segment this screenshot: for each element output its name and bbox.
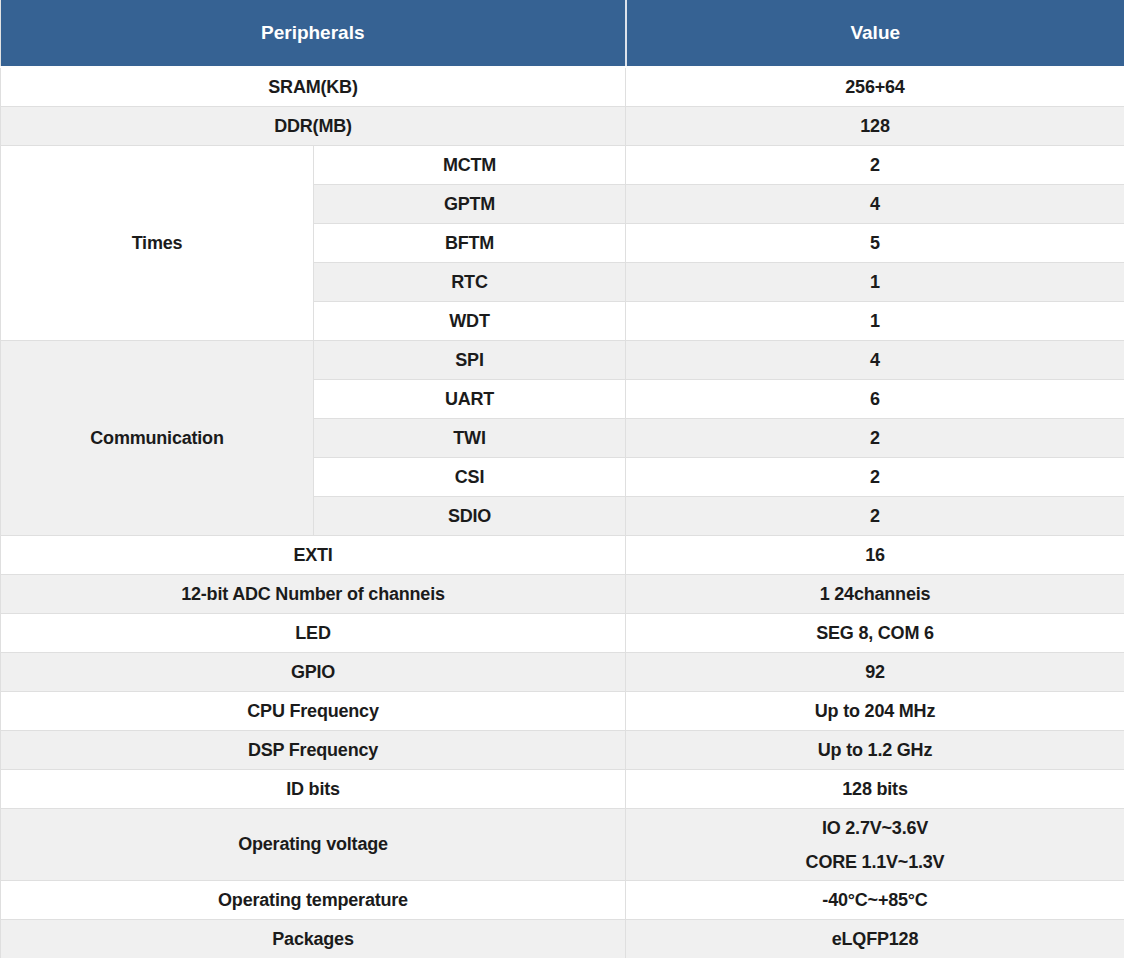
page: Peripherals Value SRAM(KB) 256+64 DDR(MB… <box>0 0 1124 958</box>
row-value: 128 bits <box>626 770 1124 809</box>
row-label: RTC <box>314 263 626 302</box>
row-label: TWI <box>314 419 626 458</box>
row-value: 16 <box>626 536 1124 575</box>
row-value: 2 <box>626 458 1124 497</box>
row-label: ID bits <box>1 770 626 809</box>
table-row-packages: Packages eLQFP128 <box>1 920 1124 958</box>
row-value: 92 <box>626 653 1124 692</box>
row-value: 256+64 <box>626 67 1124 107</box>
row-label: GPIO <box>1 653 626 692</box>
table-row-adc: 12-bit ADC Number of channeis 1 24channe… <box>1 575 1124 614</box>
row-label: DSP Frequency <box>1 731 626 770</box>
group-label-times: Times <box>1 146 314 341</box>
row-value: 5 <box>626 224 1124 263</box>
table-row-cpu-frequency: CPU Frequency Up to 204 MHz <box>1 692 1124 731</box>
row-label: SRAM(KB) <box>1 67 626 107</box>
row-value: 2 <box>626 146 1124 185</box>
row-value: 1 <box>626 263 1124 302</box>
row-label: GPTM <box>314 185 626 224</box>
row-value: SEG 8, COM 6 <box>626 614 1124 653</box>
voltage-core-line: CORE 1.1V~1.3V <box>630 845 1120 879</box>
group-label-communication: Communication <box>1 341 314 536</box>
row-label: BFTM <box>314 224 626 263</box>
table-row-dsp-frequency: DSP Frequency Up to 1.2 GHz <box>1 731 1124 770</box>
peripherals-spec-table: Peripherals Value SRAM(KB) 256+64 DDR(MB… <box>0 0 1124 958</box>
row-label: CPU Frequency <box>1 692 626 731</box>
table-row-ddr: DDR(MB) 128 <box>1 107 1124 146</box>
row-label: MCTM <box>314 146 626 185</box>
row-label: CSI <box>314 458 626 497</box>
row-label: SDIO <box>314 497 626 536</box>
row-value: 2 <box>626 419 1124 458</box>
row-value: eLQFP128 <box>626 920 1124 958</box>
row-value: Up to 204 MHz <box>626 692 1124 731</box>
row-label: EXTI <box>1 536 626 575</box>
header-cell-peripherals: Peripherals <box>1 0 626 67</box>
row-label: WDT <box>314 302 626 341</box>
voltage-io-line: IO 2.7V~3.6V <box>630 811 1120 845</box>
table-row-id-bits: ID bits 128 bits <box>1 770 1124 809</box>
header-cell-value: Value <box>626 0 1124 67</box>
table-row-operating-voltage: Operating voltage IO 2.7V~3.6V CORE 1.1V… <box>1 809 1124 881</box>
row-label: UART <box>314 380 626 419</box>
row-label: LED <box>1 614 626 653</box>
row-value: 4 <box>626 185 1124 224</box>
row-value: 6 <box>626 380 1124 419</box>
row-label: DDR(MB) <box>1 107 626 146</box>
row-label: 12-bit ADC Number of channeis <box>1 575 626 614</box>
row-label: Packages <box>1 920 626 958</box>
row-label: Operating voltage <box>1 809 626 881</box>
table-row-mctm: Times MCTM 2 <box>1 146 1124 185</box>
row-value: -40°C~+85°C <box>626 881 1124 920</box>
table-row-exti: EXTI 16 <box>1 536 1124 575</box>
table-row-led: LED SEG 8, COM 6 <box>1 614 1124 653</box>
row-value: 2 <box>626 497 1124 536</box>
row-value: 4 <box>626 341 1124 380</box>
row-label: Operating temperature <box>1 881 626 920</box>
table-row-spi: Communication SPI 4 <box>1 341 1124 380</box>
row-value: IO 2.7V~3.6V CORE 1.1V~1.3V <box>626 809 1124 881</box>
table-row-sram: SRAM(KB) 256+64 <box>1 67 1124 107</box>
row-value: 128 <box>626 107 1124 146</box>
row-value: 1 24channeis <box>626 575 1124 614</box>
table-header-row: Peripherals Value <box>1 0 1124 67</box>
table-row-gpio: GPIO 92 <box>1 653 1124 692</box>
row-value: Up to 1.2 GHz <box>626 731 1124 770</box>
table-row-operating-temperature: Operating temperature -40°C~+85°C <box>1 881 1124 920</box>
row-value: 1 <box>626 302 1124 341</box>
row-label: SPI <box>314 341 626 380</box>
